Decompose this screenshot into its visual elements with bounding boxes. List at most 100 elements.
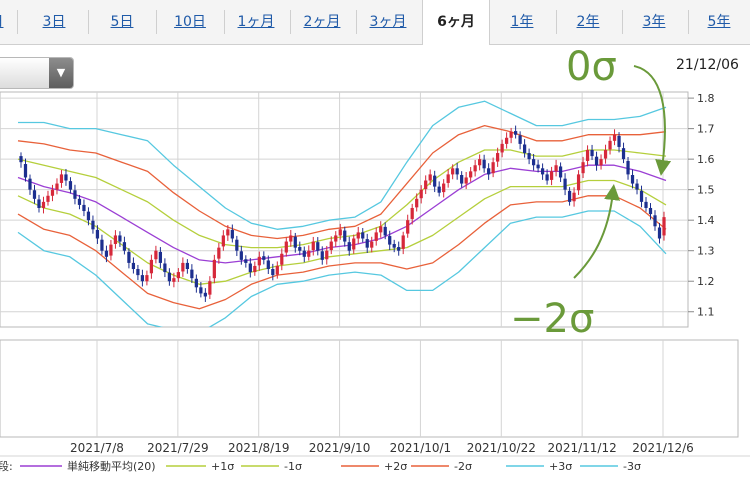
candle-body [316, 242, 320, 251]
candle-body [370, 241, 374, 248]
tab-1-year[interactable]: 1年 [510, 14, 534, 30]
candle-body [500, 143, 504, 153]
candle-body [410, 207, 414, 219]
candle-body [406, 220, 410, 234]
x-tick-label: 2021/9/10 [309, 441, 371, 455]
tab-2-years[interactable]: 2年 [576, 14, 600, 30]
tab-3-months[interactable]: 3ヶ月 [369, 14, 407, 30]
candle-body [482, 159, 486, 169]
volume-panel [0, 339, 739, 438]
candle-body [140, 275, 145, 282]
candle-body [95, 229, 100, 239]
candle-body [338, 229, 342, 236]
tab-3-days[interactable]: 3日 [42, 14, 66, 30]
candle-body [136, 269, 140, 276]
candle-body [460, 175, 464, 184]
candle-body [487, 168, 491, 175]
candle-body [581, 162, 585, 174]
x-tick-label: 2021/11/12 [548, 441, 617, 455]
x-tick-label: 2021/7/29 [147, 441, 209, 455]
candle-body [248, 263, 252, 273]
candle-body [531, 159, 536, 166]
candle-body [172, 278, 176, 282]
tab-separator [622, 10, 623, 34]
y-axis-ticks: 1.8 1.7 1.6 1.5 1.4 1.3 1.2 1.1 [688, 92, 715, 319]
candle-body [235, 239, 239, 251]
candle-body [145, 275, 149, 282]
x-tick-label: 2021/7/8 [70, 441, 124, 455]
candle-body [626, 160, 630, 175]
candle-body [639, 190, 644, 202]
candle-body [415, 198, 419, 208]
candle-body [572, 192, 576, 202]
candle-body [599, 159, 603, 166]
x-tick-label: 2021/10/22 [467, 441, 536, 455]
annotation-arrow-minus-2-sigma [573, 184, 621, 279]
candle-body [356, 232, 360, 239]
candle-body [451, 168, 455, 175]
tab-1-month[interactable]: 1ヶ月 [237, 14, 275, 30]
candle-body [644, 201, 648, 208]
y-tick-label: 1.5 [697, 184, 715, 197]
tab-separator [156, 10, 157, 34]
band-minus-3-sigma [17, 210, 667, 327]
candle-body [190, 269, 194, 279]
tab-2-months[interactable]: 2ヶ月 [303, 14, 341, 30]
candle-body [594, 156, 599, 166]
tab-10-days[interactable]: 10日 [174, 14, 206, 30]
candle-body [46, 195, 50, 202]
candle-body [527, 153, 531, 160]
band-plus-3-sigma [18, 100, 667, 230]
chart-legend: 段: 単純移動平均(20) +1σ -1σ +2σ -2σ +3σ -3σ [0, 459, 641, 473]
candle-body [334, 235, 338, 242]
candle-body [522, 144, 527, 154]
candle-body [365, 239, 369, 248]
candle-body [585, 149, 590, 161]
candle-body [554, 165, 558, 172]
candle-body [630, 175, 635, 184]
candle-body [289, 235, 293, 242]
candle-body [392, 243, 396, 248]
chart-date-stamp: 21/12/06 [676, 57, 739, 73]
dropdown-arrow-icon[interactable]: ▼ [49, 58, 73, 88]
price-gridlines [0, 92, 688, 327]
legend-prefix: 段: [0, 459, 13, 473]
candle-body [442, 183, 446, 193]
candle-body [86, 211, 91, 221]
tab-3-years[interactable]: 3年 [642, 14, 666, 30]
candle-body [496, 153, 500, 162]
candle-body [302, 250, 306, 257]
candle-body [194, 278, 198, 288]
legend-label: +2σ [384, 460, 407, 473]
tab-5-years[interactable]: 5年 [707, 14, 731, 30]
candle-body [567, 190, 572, 202]
candle-body [446, 174, 450, 183]
tab-6-months[interactable]: 6ヶ月 [422, 0, 490, 45]
candle-body [217, 247, 221, 259]
candle-body [590, 149, 594, 157]
candle-body [28, 178, 32, 190]
candle-body [226, 229, 230, 236]
candle-body [158, 251, 163, 263]
candle-body [428, 174, 432, 181]
candle-body [100, 239, 104, 251]
candle-body [653, 215, 657, 227]
tab-day[interactable]: 日 [0, 0, 13, 44]
indicator-select[interactable]: ▼ [0, 57, 74, 89]
candle-body [68, 181, 73, 190]
candle-body [617, 135, 621, 147]
candle-body [59, 174, 64, 183]
candle-body [82, 204, 86, 212]
candle-body [50, 189, 55, 196]
y-tick-label: 1.1 [697, 306, 715, 319]
candle-body [662, 217, 666, 236]
candle-body [293, 236, 297, 248]
candle-body [257, 256, 261, 266]
band-plus-1-sigma [17, 149, 667, 249]
annotation-minus-2-sigma: −2σ [510, 296, 594, 342]
x-tick-label: 2021/8/19 [228, 441, 290, 455]
tab-5-days[interactable]: 5日 [110, 14, 134, 30]
band-minus-2-sigma [17, 195, 667, 310]
candle-body [473, 165, 477, 172]
candle-body [19, 156, 23, 163]
